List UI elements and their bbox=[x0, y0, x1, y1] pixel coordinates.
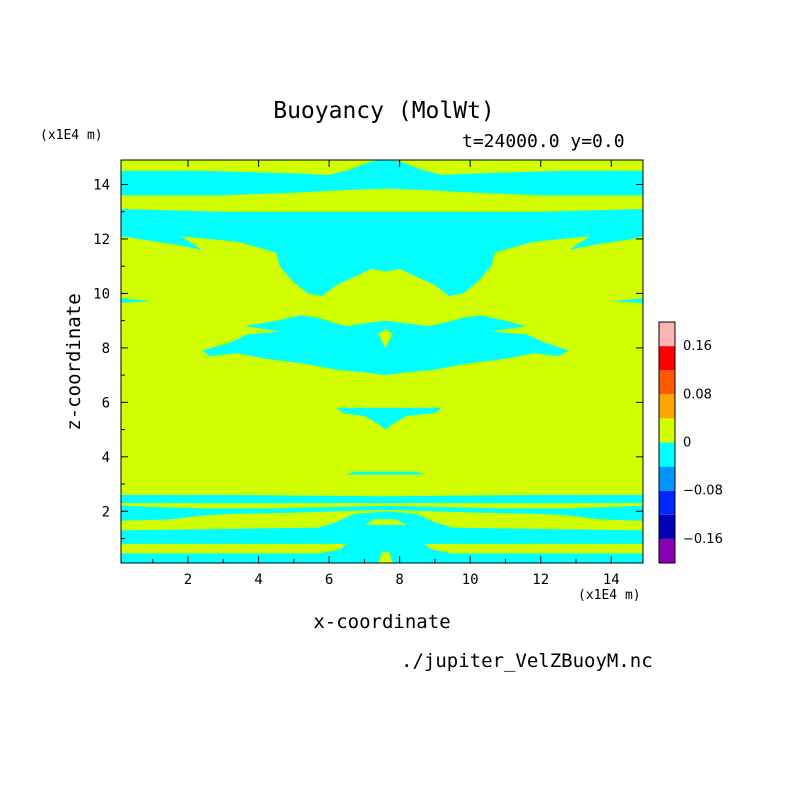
chart-title: Buoyancy (MolWt) bbox=[273, 98, 495, 124]
colorbar-swatch bbox=[659, 394, 675, 419]
colorbar-tick-label: 0.08 bbox=[683, 387, 712, 402]
negative-region-9 bbox=[611, 298, 643, 303]
x-tick-label: 8 bbox=[395, 572, 403, 588]
colorbar-tick-label: −0.16 bbox=[683, 532, 723, 547]
x-axis-unit: (x1E4 m) bbox=[578, 588, 641, 603]
colorbar-frame bbox=[658, 321, 676, 564]
chart-subtitle: t=24000.0 y=0.0 bbox=[462, 131, 625, 152]
colorbar-swatch bbox=[659, 322, 675, 347]
colorbar-swatch bbox=[659, 466, 675, 491]
background-hole-1 bbox=[378, 328, 393, 348]
colorbar-tick-label: 0 bbox=[683, 436, 691, 451]
negative-region-1 bbox=[121, 530, 643, 563]
y-tick-label: 6 bbox=[102, 395, 110, 411]
x-tick-label: 2 bbox=[184, 572, 192, 588]
background-hole-2 bbox=[378, 552, 393, 563]
y-tick-label: 12 bbox=[93, 232, 110, 248]
colorbar-swatch bbox=[659, 346, 675, 371]
background-hole-4 bbox=[374, 277, 397, 294]
contour-fill bbox=[121, 160, 643, 563]
x-tick-label: 10 bbox=[462, 572, 479, 588]
x-tick-label: 4 bbox=[254, 572, 262, 588]
negative-region-5 bbox=[346, 471, 425, 475]
negative-region-8 bbox=[121, 298, 153, 303]
negative-region-6 bbox=[336, 407, 442, 430]
x-tick-label: 6 bbox=[325, 572, 333, 588]
x-axis-label: x-coordinate bbox=[313, 611, 451, 633]
y-axis-unit: (x1E4 m) bbox=[40, 128, 103, 143]
colorbar-swatch bbox=[659, 442, 675, 467]
x-tick-label: 12 bbox=[532, 572, 549, 588]
y-tick-label: 2 bbox=[102, 504, 110, 520]
negative-region-10 bbox=[121, 209, 643, 297]
colorbar-swatch bbox=[659, 538, 675, 563]
negative-region-2 bbox=[121, 511, 643, 544]
colorbar: 0.16 0.08 0 −0.08 −0.16 bbox=[658, 321, 723, 564]
negative-region-4 bbox=[121, 494, 643, 504]
y-tick-label: 8 bbox=[102, 341, 110, 357]
x-tick-label: 14 bbox=[603, 572, 620, 588]
colorbar-swatch bbox=[659, 514, 675, 539]
negative-region-11 bbox=[121, 160, 643, 196]
colorbar-swatch bbox=[659, 418, 675, 443]
colorbar-swatch bbox=[659, 490, 675, 515]
background-hole-3 bbox=[364, 519, 407, 525]
axes: 2 4 6 8 10 12 14 2 4 6 8 10 12 14 bbox=[93, 160, 643, 588]
colorbar-tick-label: 0.16 bbox=[683, 339, 712, 354]
y-tick-label: 10 bbox=[93, 286, 110, 302]
source-file-label: ./jupiter_VelZBuoyM.nc bbox=[401, 650, 653, 672]
negative-region-3 bbox=[121, 505, 643, 521]
colorbar-swatch bbox=[659, 370, 675, 395]
plot-frame bbox=[120, 159, 644, 564]
y-tick-label: 14 bbox=[93, 178, 110, 194]
y-tick-label: 4 bbox=[102, 450, 110, 466]
colorbar-tick-label: −0.08 bbox=[683, 484, 723, 499]
